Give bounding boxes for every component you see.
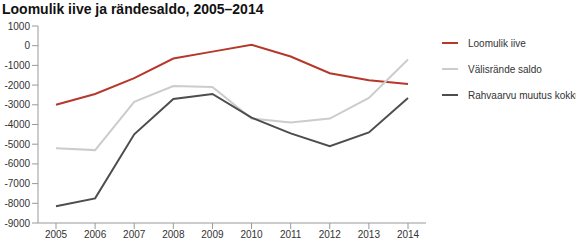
svg-text:0: 0	[24, 40, 30, 51]
svg-text:2010: 2010	[240, 229, 263, 240]
svg-text:2011: 2011	[280, 229, 302, 240]
html-text:Välisrände saldo: Välisrände saldo	[468, 63, 542, 75]
svg-text:2013: 2013	[358, 229, 381, 240]
svg-text:1000: 1000	[8, 21, 30, 32]
svg-text:-7000: -7000	[8, 178, 30, 189]
svg-text:-3000: -3000	[8, 99, 30, 110]
svg-text:2009: 2009	[201, 229, 224, 240]
svg-text:-8000: -8000	[8, 198, 30, 209]
svg-text:-4000: -4000	[8, 119, 30, 130]
svg-text:-6000: -6000	[8, 158, 30, 169]
svg-text:2005: 2005	[45, 229, 68, 240]
svg-text:-1000: -1000	[8, 60, 30, 71]
svg-text:2012: 2012	[319, 229, 342, 240]
svg-text:2006: 2006	[84, 229, 107, 240]
html-text:Loomulik iive: Loomulik iive	[468, 37, 526, 49]
svg-text:2014: 2014	[397, 229, 420, 240]
svg-text:2007: 2007	[123, 229, 146, 240]
html-text:Loomulik iive ja rändesaldo, 2: Loomulik iive ja rändesaldo, 2005–2014	[2, 1, 264, 17]
svg-text:-2000: -2000	[8, 80, 30, 91]
svg-text:2008: 2008	[162, 229, 185, 240]
svg-text:-9000: -9000	[8, 218, 30, 229]
svg-text:-5000: -5000	[8, 139, 30, 150]
